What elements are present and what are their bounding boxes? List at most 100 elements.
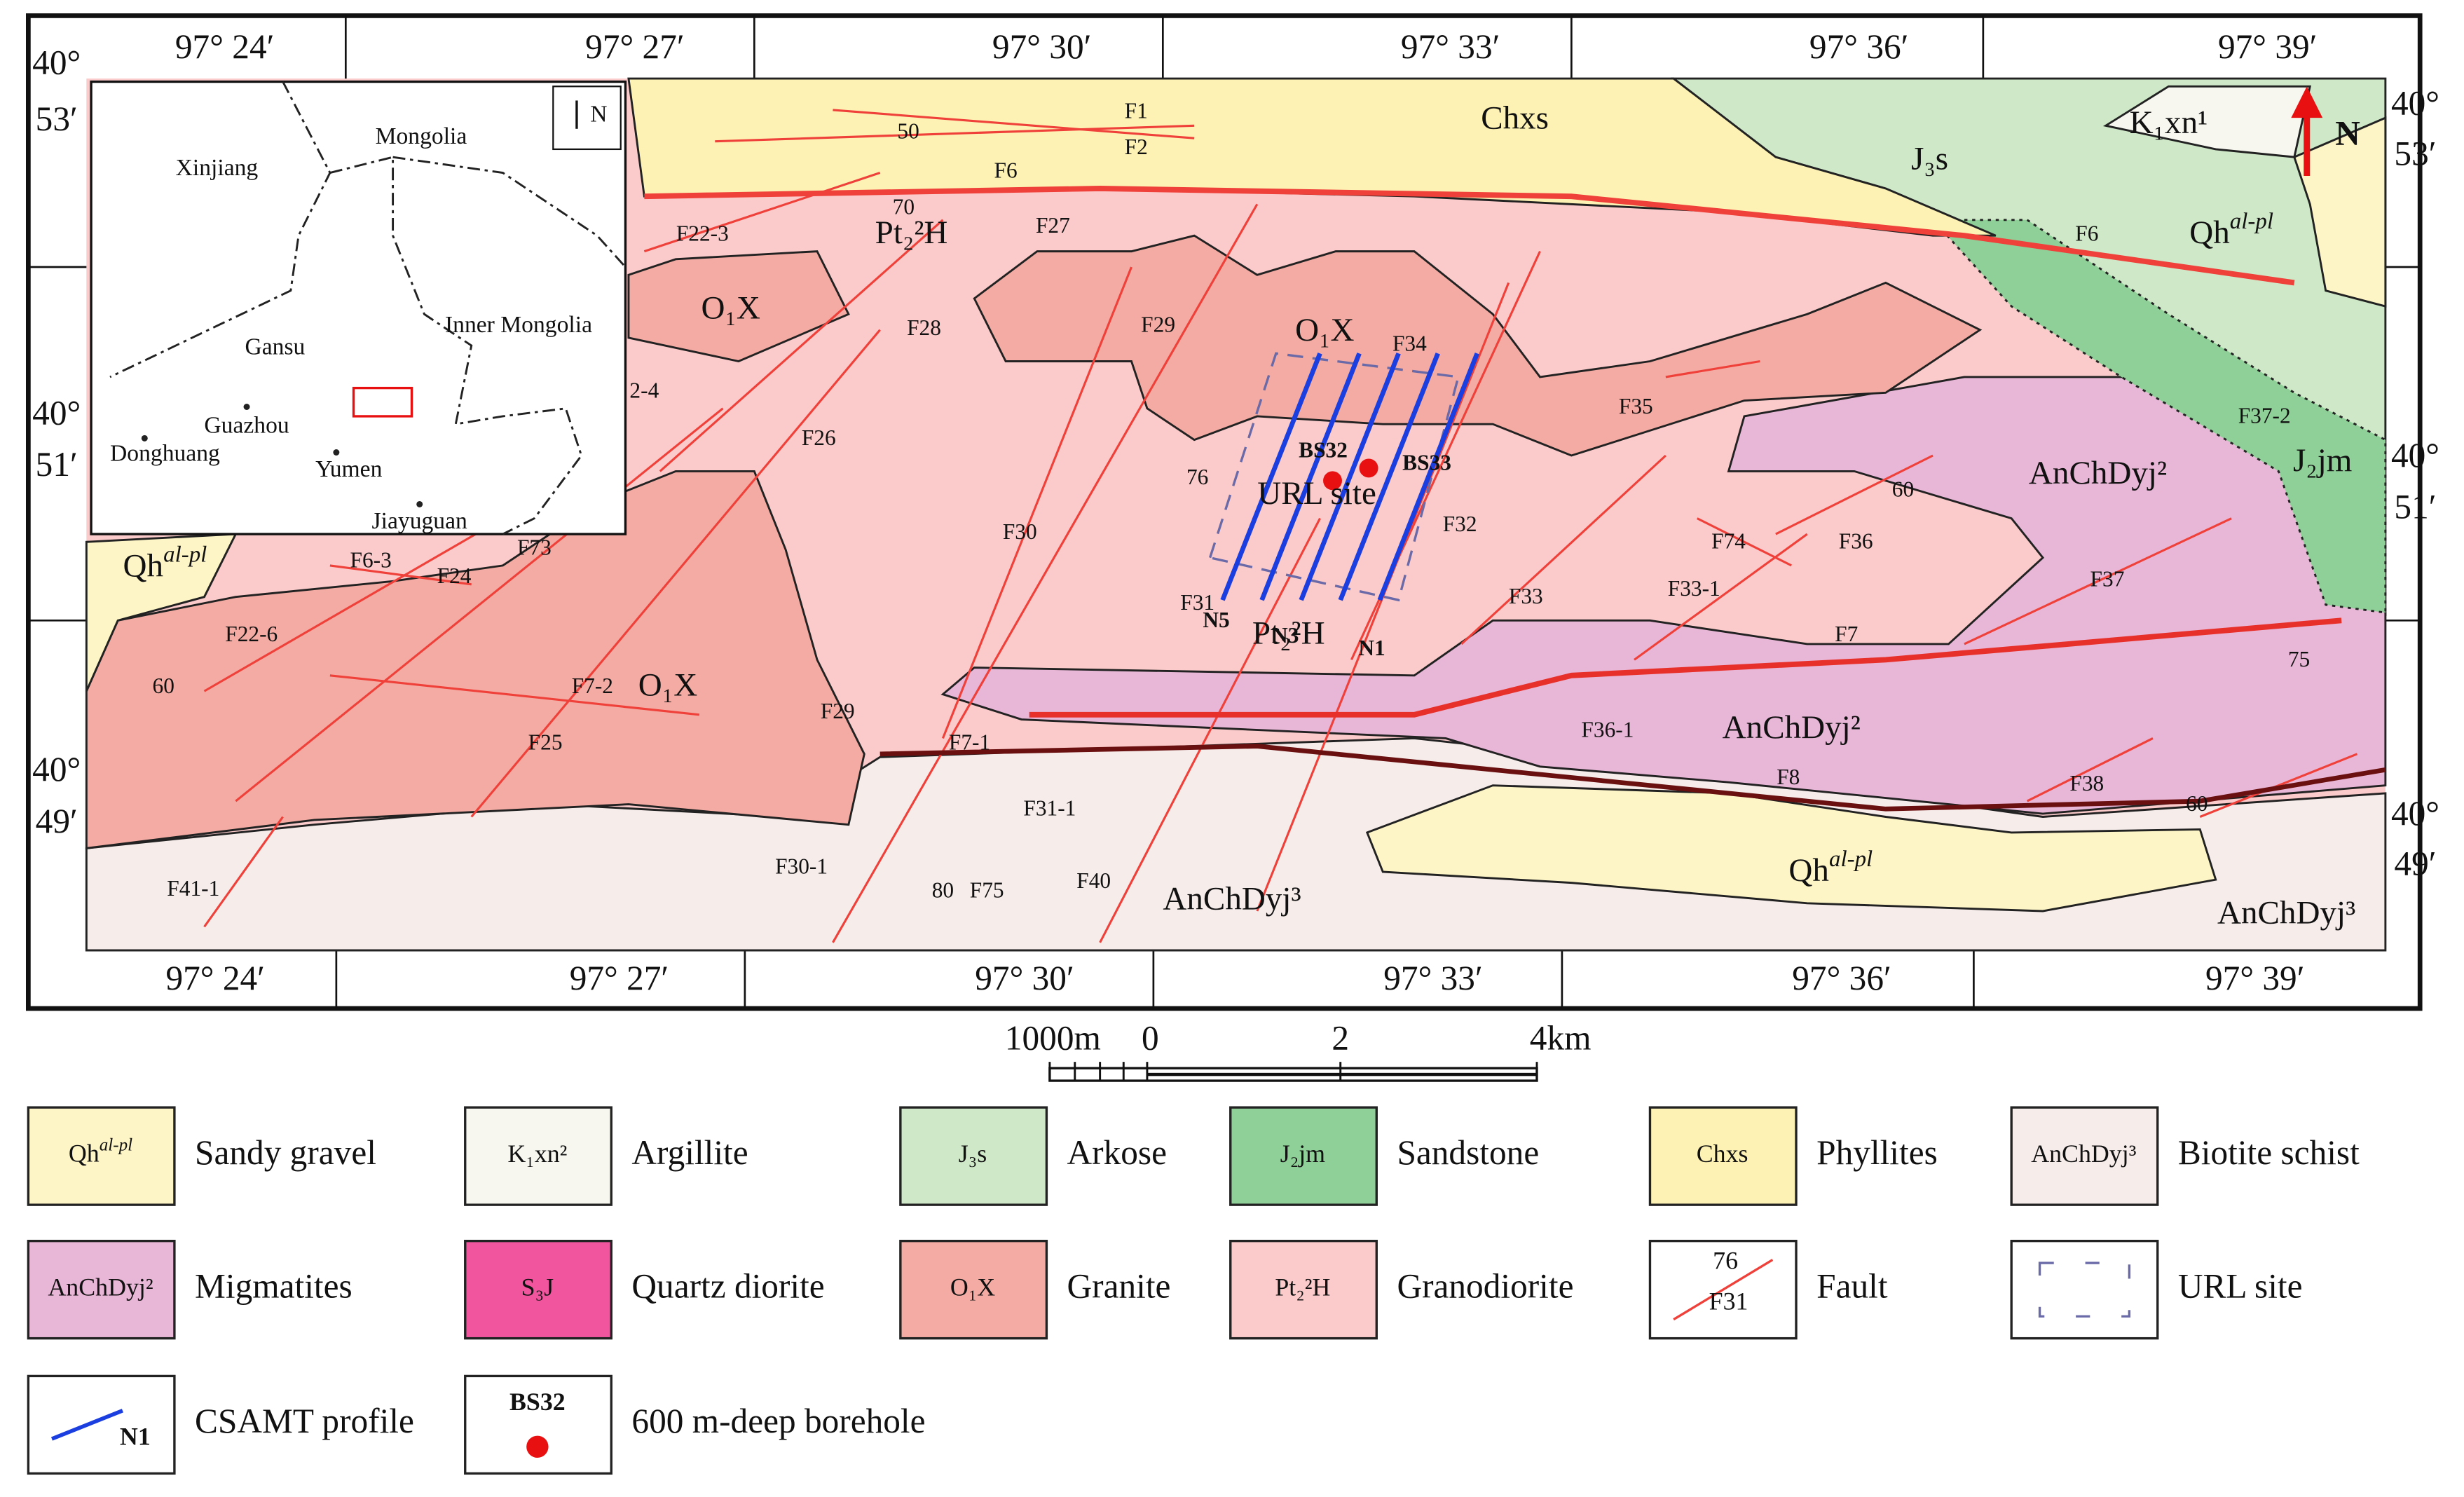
legend-label: Arkose	[1067, 1133, 1167, 1172]
inset-label: Mongolia	[376, 123, 467, 149]
profile-label: N3	[1272, 623, 1299, 648]
latitude-label: 49′	[2394, 845, 2436, 883]
unit-granite	[973, 234, 1983, 457]
scale-bar-fill	[1147, 1072, 1538, 1076]
legend-symbol: O₁X	[950, 1273, 995, 1301]
legend-label: Sandy gravel	[195, 1133, 376, 1172]
label-sup: al-pl	[100, 1136, 132, 1155]
fault-main	[644, 186, 2295, 286]
legend-symbol: K₁xn²	[507, 1140, 567, 1168]
unit-label: AnChDyj³	[2217, 895, 2355, 931]
legend-swatch	[27, 1239, 176, 1340]
fault-label: F37-2	[2238, 403, 2291, 428]
fault-label: 76	[1186, 465, 1208, 489]
inset-town	[141, 435, 148, 442]
legend-label: Phyllites	[1816, 1133, 1938, 1172]
fault-label: F34	[1392, 331, 1427, 355]
label-text: Qh	[2189, 214, 2230, 251]
unit-granite	[85, 470, 865, 849]
legend-symbol: 76	[1713, 1246, 1738, 1274]
legend-profile	[50, 1409, 123, 1441]
inset-label: Donghuang	[110, 441, 220, 467]
legend-symbol: N1	[120, 1422, 151, 1450]
unit-sandy-gravel	[85, 533, 238, 692]
fault	[329, 564, 472, 586]
unit-sandstone	[1930, 219, 2387, 614]
unit-label: Pt₂²H	[1252, 615, 1325, 652]
latitude-label: 53′	[36, 100, 78, 138]
fault-label: F33-1	[1668, 576, 1720, 601]
fault	[2026, 737, 2154, 802]
fault	[203, 517, 504, 692]
legend-symbol: J₃s	[959, 1140, 987, 1168]
legend-symbol: AnChDyj²	[48, 1273, 153, 1301]
fault	[1775, 454, 1933, 535]
longitude-label: 97° 30′	[975, 959, 1074, 997]
longitude-label: 97° 24′	[165, 959, 265, 997]
longitude-label: 97° 27′	[570, 959, 669, 997]
longitude-label: 97° 36′	[1809, 27, 1909, 66]
unit-label: O₁X	[638, 667, 697, 704]
unit-label: AnChDyj²	[2029, 455, 2167, 491]
longitude-label: 97° 39′	[2205, 959, 2305, 997]
unit-sandy-gravel	[2293, 116, 2387, 308]
scale-label: 4km	[1530, 1018, 1592, 1057]
legend-swatch	[899, 1106, 1048, 1206]
fault-label: 2-4	[629, 378, 659, 403]
north-label: N	[2335, 114, 2360, 152]
inset-north-label: N	[590, 102, 607, 128]
fault-label: F35	[1619, 394, 1653, 418]
scale-label: 0	[1142, 1018, 1159, 1057]
fault-label: F28	[907, 315, 941, 340]
fault	[1099, 517, 1321, 943]
borehole-label: BS32	[1299, 438, 1348, 463]
longitude-label: 97° 39′	[2218, 27, 2318, 66]
north-arrow-head	[2291, 86, 2323, 118]
legend-label: Biotite schist	[2178, 1133, 2360, 1172]
fault	[1697, 517, 1792, 567]
profile-label: N5	[1203, 608, 1229, 632]
url-site-box	[1208, 352, 1460, 602]
legend-swatch	[464, 1106, 612, 1206]
legend-symbol: Qhal-pl	[69, 1136, 132, 1168]
fault-label: F30-1	[775, 854, 828, 879]
fault-label: 50	[897, 119, 919, 144]
legend-swatch	[2010, 1239, 2159, 1340]
unit-granite	[627, 250, 850, 363]
legend-url-box	[2038, 1262, 2131, 1318]
legend-symbol: AnChDyj³	[2031, 1140, 2136, 1168]
fault	[659, 219, 944, 472]
inset-label: Jiayuguan	[372, 508, 468, 534]
fault	[329, 674, 700, 716]
fault-label: F75	[970, 877, 1004, 902]
latitude-label: 53′	[2394, 134, 2436, 172]
inset-town	[416, 500, 423, 507]
fault-label: F2	[1125, 135, 1148, 159]
legend-swatch	[27, 1106, 176, 1206]
fault-label: F29	[821, 699, 855, 723]
inset-border	[392, 156, 627, 268]
inset-label: Xinjiang	[176, 155, 259, 181]
fault-label: 60	[2186, 791, 2208, 816]
latitude-label: 40°	[2391, 794, 2439, 833]
fault	[832, 203, 1259, 943]
legend-fault	[1673, 1259, 1774, 1321]
legend-label: Quartz diorite	[631, 1266, 824, 1305]
fault-main	[879, 744, 2386, 812]
fault-label: F36	[1839, 529, 1873, 554]
longitude-label: 97° 36′	[1792, 959, 1891, 997]
legend-symbol: Chxs	[1697, 1140, 1748, 1168]
legend-symbol: S₃J	[521, 1273, 554, 1301]
unit-label: Pt₂²H	[875, 214, 948, 251]
inset-border	[109, 81, 331, 378]
fault	[833, 109, 1195, 139]
label-text: Qh	[123, 547, 164, 584]
fault-label: F22-3	[676, 221, 729, 245]
legend-label: Granodiorite	[1397, 1266, 1573, 1305]
csamt-profile	[1338, 353, 1440, 601]
csamt-profile	[1220, 353, 1322, 601]
legend-label: Argillite	[631, 1133, 748, 1172]
fault	[1964, 517, 2232, 645]
label-sup: al-pl	[163, 542, 207, 567]
